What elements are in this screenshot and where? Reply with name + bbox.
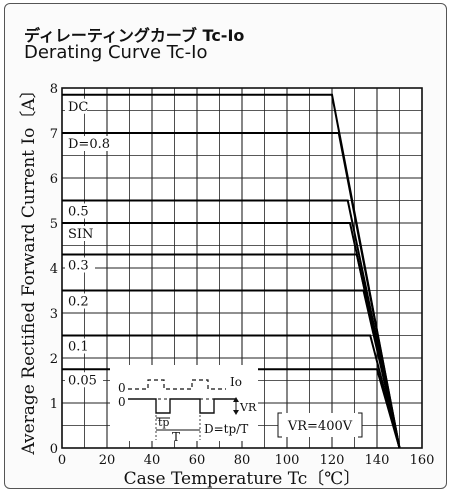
vr-annotation-bg bbox=[278, 413, 362, 437]
duty-formula: D=tp/T bbox=[204, 422, 248, 436]
x-tick-label: 40 bbox=[144, 453, 161, 468]
series-line bbox=[62, 132, 401, 449]
t-label: T bbox=[172, 430, 180, 444]
series-label: SIN bbox=[68, 227, 93, 242]
y-tick-label: 3 bbox=[50, 307, 58, 322]
vr-annotation-brackets bbox=[277, 412, 363, 438]
series-label: 0.2 bbox=[68, 295, 89, 310]
y-axis-label: Average Rectified Forward Current Io〔A〕 bbox=[19, 81, 39, 455]
y-tick-label: 2 bbox=[50, 352, 58, 367]
axes bbox=[61, 87, 423, 449]
y-tick-label: 4 bbox=[50, 262, 58, 277]
tick-labels: 0 20 40 60 80 100 120 140 160 0 1 2 3 4 5 6 7 8 bbox=[50, 82, 435, 468]
x-tick-label: 0 bbox=[58, 453, 66, 468]
tp-label: tp bbox=[158, 416, 169, 429]
series-label-bg bbox=[65, 226, 95, 241]
series-label: 0.05 bbox=[68, 373, 97, 388]
inset-background bbox=[110, 365, 258, 441]
series-label-bg bbox=[65, 98, 87, 114]
io-waveform bbox=[128, 379, 226, 390]
series-label: D=0.8 bbox=[68, 137, 110, 152]
series-label-bg bbox=[65, 338, 95, 354]
y-tick-label: 6 bbox=[50, 172, 58, 187]
series-label-bg bbox=[65, 136, 111, 151]
chart-title-japanese: ディレーティングカーブ Tc-Io bbox=[24, 26, 245, 45]
x-tick-label: 20 bbox=[99, 453, 116, 468]
vr-arrow-head bbox=[233, 410, 239, 415]
x-tick-label: 80 bbox=[234, 453, 251, 468]
io-label: Io bbox=[230, 375, 242, 389]
series-line bbox=[62, 289, 401, 449]
x-tick-label: 160 bbox=[410, 453, 435, 468]
series-lines bbox=[62, 93, 401, 449]
x-axis-label: Case Temperature Tc〔℃〕 bbox=[124, 469, 361, 489]
y-tick-label: 0 bbox=[50, 442, 58, 457]
series-label: DC bbox=[68, 100, 88, 115]
inset-zero-label: 0 bbox=[118, 381, 126, 395]
series-labels: DC D=0.8 0.5 SIN 0.3 0.2 0.1 0.05 bbox=[65, 98, 111, 388]
inset-zero-label: 0 bbox=[118, 395, 126, 409]
series-label-bg bbox=[65, 257, 95, 273]
series-label-bg bbox=[65, 203, 95, 219]
x-tick-label: 140 bbox=[365, 453, 390, 468]
pulse-inset: 00 Io VR tpT D=tp/T bbox=[110, 365, 258, 444]
y-tick-label: 7 bbox=[50, 127, 58, 142]
x-tick-label: 60 bbox=[189, 453, 206, 468]
plot-border bbox=[61, 87, 423, 449]
series-label-bg bbox=[65, 372, 103, 388]
series-label-bg bbox=[65, 293, 95, 309]
series-label: 0.5 bbox=[68, 205, 89, 220]
y-tick-label: 1 bbox=[50, 397, 58, 412]
y-tick-label: 8 bbox=[50, 82, 58, 97]
y-tick-label: 5 bbox=[50, 217, 58, 232]
x-tick-label: 120 bbox=[320, 453, 345, 468]
vr-annotation-text: VR=400V bbox=[287, 419, 353, 434]
series-label: 0.3 bbox=[68, 259, 89, 274]
vr-annotation: VR=400V bbox=[277, 412, 363, 438]
vr-arrow-head bbox=[233, 397, 239, 402]
vr-label: VR bbox=[239, 401, 257, 414]
x-tick-label: 100 bbox=[275, 453, 300, 468]
chart-title-english: Derating Curve Tc-Io bbox=[24, 42, 208, 63]
series-label: 0.1 bbox=[68, 340, 89, 355]
